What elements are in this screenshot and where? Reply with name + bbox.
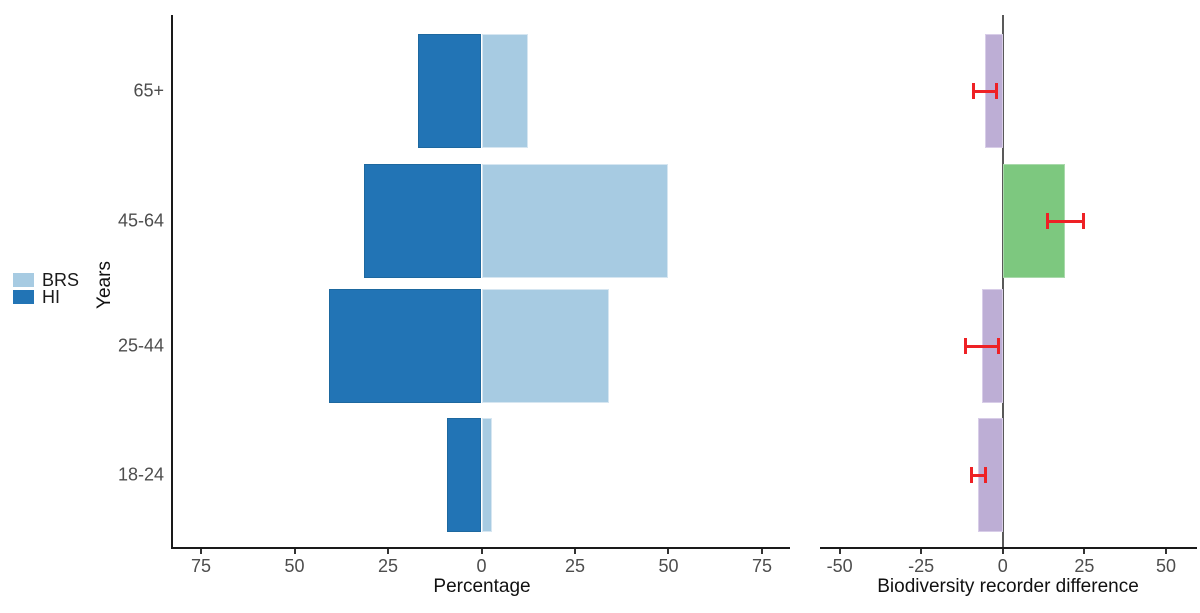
error-bar-cap-high-18-24 bbox=[983, 467, 987, 483]
bar-hi-25-44 bbox=[329, 289, 482, 403]
x-tick-panel1 bbox=[573, 549, 576, 554]
bar-hi-65+ bbox=[417, 34, 482, 148]
error-bar-45-64 bbox=[1047, 219, 1084, 223]
x-tick-panel1 bbox=[667, 549, 670, 554]
legend-label-hi: HI bbox=[42, 287, 60, 307]
legend-item-hi: HI bbox=[13, 287, 79, 307]
y-axis-title: Years bbox=[94, 261, 115, 309]
x-tick-panel2 bbox=[920, 549, 923, 554]
x-tick-label-panel1: 50 bbox=[284, 556, 305, 576]
error-bar-cap-high-65+ bbox=[995, 83, 999, 99]
x-tick-panel2 bbox=[1083, 549, 1086, 554]
x-tick-label-panel1: 25 bbox=[564, 556, 585, 576]
category-label: 45-64 bbox=[117, 210, 164, 231]
category-label: 18-24 bbox=[117, 464, 164, 485]
error-bar-cap-low-25-44 bbox=[963, 338, 967, 354]
bar-brs-45-64 bbox=[481, 164, 669, 278]
category-label: 25-44 bbox=[117, 335, 164, 356]
error-bar-cap-high-25-44 bbox=[996, 338, 1000, 354]
error-bar-18-24 bbox=[971, 473, 986, 477]
x-tick-label-panel2: -25 bbox=[908, 556, 935, 576]
legend-swatch-brs bbox=[13, 273, 34, 287]
x-tick-label-panel1: 75 bbox=[191, 556, 212, 576]
legend-swatch-hi bbox=[13, 290, 34, 304]
bar-brs-25-44 bbox=[481, 289, 609, 403]
x-tick-label-panel2: 25 bbox=[1074, 556, 1095, 576]
x-axis-title-difference: Biodiversity recorder difference bbox=[877, 576, 1139, 597]
legend: BRS HI bbox=[13, 270, 80, 307]
error-bar-65+ bbox=[973, 89, 997, 93]
x-tick-label-panel1: 50 bbox=[658, 556, 679, 576]
x-tick-panel1 bbox=[480, 549, 483, 554]
error-bar-cap-low-18-24 bbox=[969, 467, 973, 483]
category-label: 65+ bbox=[133, 80, 164, 101]
x-tick-panel1 bbox=[293, 549, 296, 554]
error-bar-25-44 bbox=[965, 344, 999, 348]
x-tick-panel2 bbox=[1001, 549, 1004, 554]
y-axis-line bbox=[171, 15, 173, 549]
zero-line bbox=[1001, 15, 1004, 547]
x-tick-panel1 bbox=[760, 549, 763, 554]
x-tick-label-panel1: 25 bbox=[377, 556, 399, 576]
bar-brs-18-24 bbox=[481, 418, 492, 532]
x-tick-panel2 bbox=[1164, 549, 1167, 554]
bar-brs-65+ bbox=[481, 34, 529, 148]
legend-label-brs: BRS bbox=[42, 270, 80, 290]
x-tick-label-panel2: 0 bbox=[997, 556, 1008, 576]
bar-hi-45-64 bbox=[363, 164, 482, 278]
error-bar-cap-low-45-64 bbox=[1045, 213, 1049, 229]
x-axis-title-percentage: Percentage bbox=[433, 576, 531, 597]
x-axis-line-panel2 bbox=[820, 547, 1197, 549]
legend-item-brs: BRS bbox=[13, 270, 80, 290]
bar-hi-18-24 bbox=[446, 418, 482, 532]
x-tick-label-panel1: 75 bbox=[751, 556, 772, 576]
x-tick-panel1 bbox=[387, 549, 389, 554]
error-bar-cap-high-45-64 bbox=[1081, 213, 1085, 229]
x-tick-label-panel2: 50 bbox=[1155, 556, 1176, 576]
x-tick-panel1 bbox=[200, 549, 203, 554]
x-tick-label-panel2: -50 bbox=[826, 556, 853, 576]
error-bar-cap-low-65+ bbox=[971, 83, 975, 99]
x-tick-panel2 bbox=[838, 549, 841, 554]
x-axis-line-panel1 bbox=[171, 547, 790, 549]
x-tick-label-panel1: 0 bbox=[476, 556, 487, 576]
